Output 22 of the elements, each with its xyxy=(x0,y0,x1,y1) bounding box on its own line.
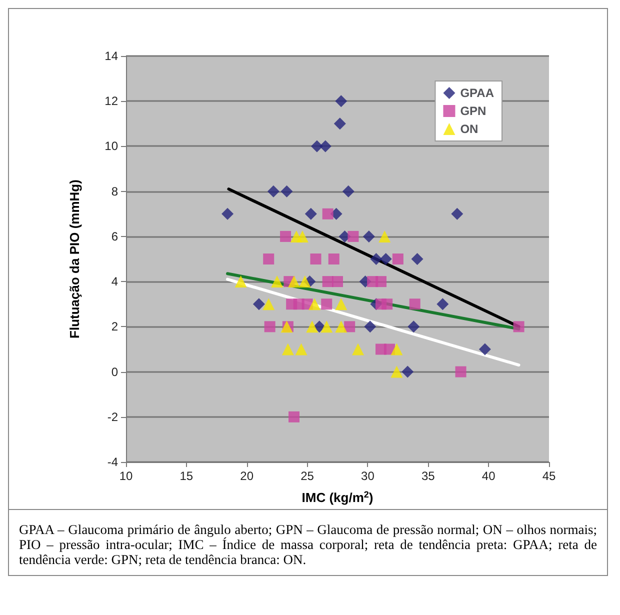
y-tick-label: -2 xyxy=(107,410,118,424)
x-tick-label: 45 xyxy=(542,469,556,483)
legend-label: GPAA xyxy=(460,86,494,100)
y-axis-title: Flutuação da PIO (mmHg) xyxy=(67,180,82,338)
y-tick-label: 8 xyxy=(111,184,118,198)
y-tick-label: 0 xyxy=(111,364,118,379)
y-tick-label: 2 xyxy=(111,320,118,334)
text: GPAA – Glaucoma primário de ângulo aberto; GPN – Glaucoma de pressão normal; ON – olhos normais; PIO – pressão intra-ocular; IMC – Índice de massa corporal; reta de tendência preta: GPAA; reta de tendência verde: GPN; reta de tendência branca: ON. xyxy=(19,522,597,567)
x-tick-label: 15 xyxy=(180,469,194,483)
y-tick-label: -4 xyxy=(107,455,118,469)
x-tick-label: 30 xyxy=(361,469,375,483)
x-tick-label: 40 xyxy=(482,469,496,483)
y-tick-label: 10 xyxy=(104,139,118,154)
x-tick-label: 25 xyxy=(300,469,314,483)
x-tick-label: 35 xyxy=(421,469,436,483)
y-tick-label: 12 xyxy=(104,94,118,108)
legend-label: ON xyxy=(460,122,478,136)
legend-label: GPN xyxy=(460,104,486,118)
y-tick-label: 6 xyxy=(111,229,118,244)
x-tick-label: 20 xyxy=(240,469,254,483)
y-tick-label: 14 xyxy=(104,49,118,63)
y-tick-label: 4 xyxy=(111,274,118,289)
